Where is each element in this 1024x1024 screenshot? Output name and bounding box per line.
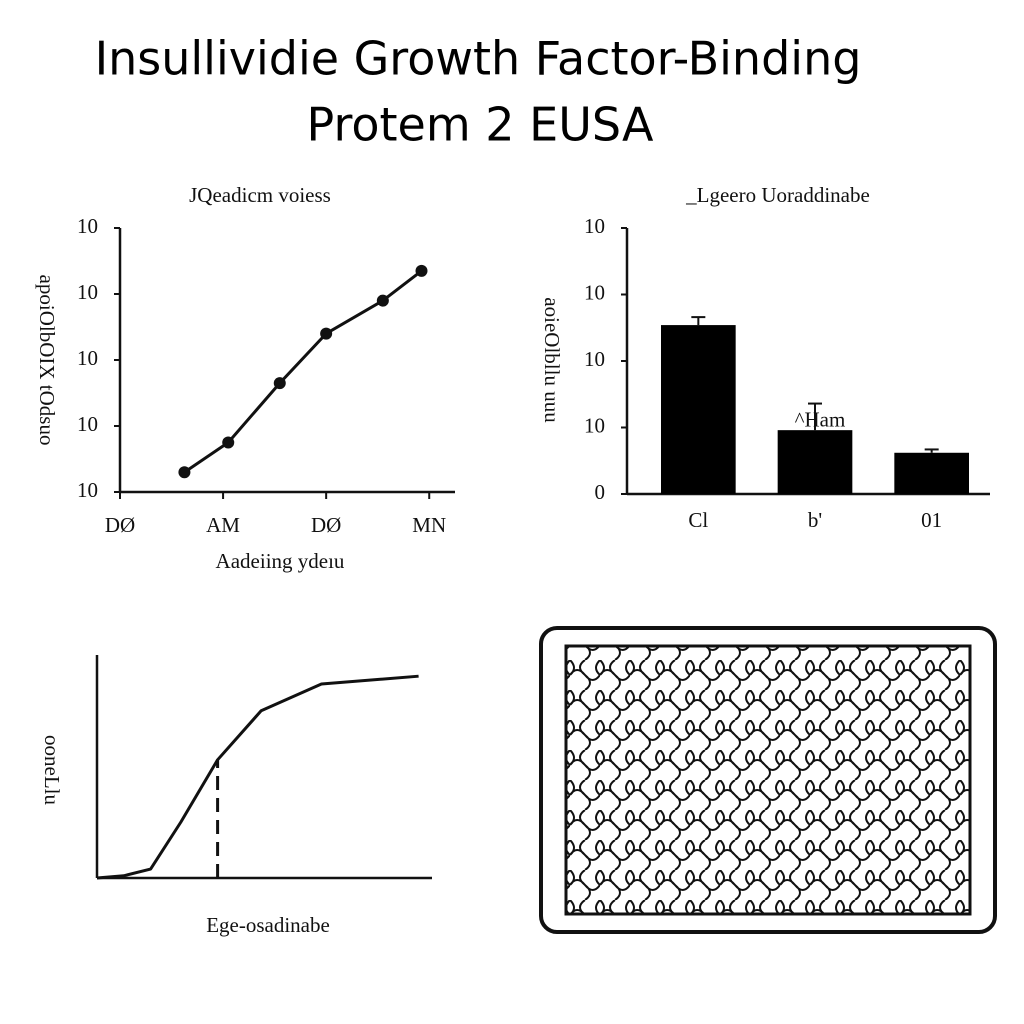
y-tick-label: 10 — [77, 412, 98, 436]
y-tick-label: 10 — [77, 214, 98, 238]
bar — [777, 430, 853, 494]
x-tick-label: 01 — [921, 508, 942, 532]
page-title: Protem 2 EUSA — [307, 98, 654, 152]
y-tick-label: 10 — [584, 347, 605, 371]
bar — [661, 325, 736, 494]
x-axis-label: Ege-osadinabe — [206, 913, 330, 937]
y-tick-label: 0 — [595, 480, 606, 504]
point — [178, 466, 191, 479]
chart-title: JQeadicm voiess — [189, 183, 331, 207]
point — [222, 436, 235, 449]
plate — [539, 626, 997, 934]
y-axis-label: aoieOlbllu uuu — [540, 297, 564, 423]
y-tick-label: 10 — [584, 214, 605, 238]
y-axis-label: ooneLlu — [40, 735, 64, 805]
y-axis-label: apoiOlbOIX tOdsuo — [35, 275, 59, 446]
chart-title: _Lgeero Uoraddinabe — [685, 183, 870, 207]
bar — [894, 452, 969, 494]
x-tick-label: DØ — [311, 513, 341, 537]
x-tick-label: MN — [412, 513, 446, 537]
y-tick-label: 10 — [77, 280, 98, 304]
point — [376, 294, 389, 307]
point — [273, 377, 286, 390]
x-tick-label: Cl — [688, 508, 708, 532]
y-tick-label: 10 — [77, 478, 98, 502]
point — [320, 327, 333, 340]
x-tick-label: b' — [808, 508, 822, 532]
x-axis-label: Aadeiing ydeıu — [216, 549, 345, 573]
x-tick-label: DØ — [105, 513, 135, 537]
line — [183, 269, 423, 474]
y-tick-label: 10 — [77, 346, 98, 370]
annotation: ^Ham — [795, 407, 846, 431]
point — [415, 264, 428, 277]
y-tick-label: 10 — [584, 413, 605, 437]
page-title: Insullividie Growth Factor-Binding — [95, 32, 862, 86]
y-tick-label: 10 — [584, 280, 605, 304]
line — [96, 674, 419, 880]
x-tick-label: AM — [206, 513, 240, 537]
